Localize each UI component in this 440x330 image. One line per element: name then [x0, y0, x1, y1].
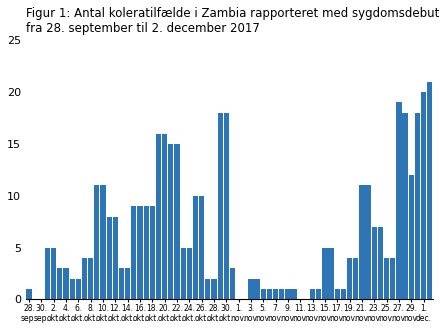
Bar: [76, 279, 81, 300]
Bar: [143, 206, 149, 300]
Bar: [372, 227, 377, 300]
Bar: [26, 289, 32, 300]
Bar: [57, 268, 62, 300]
Bar: [316, 289, 321, 300]
Bar: [193, 196, 198, 300]
Bar: [310, 289, 315, 300]
Bar: [341, 289, 346, 300]
Bar: [211, 279, 216, 300]
Bar: [359, 185, 364, 300]
Bar: [199, 196, 204, 300]
Bar: [384, 258, 389, 300]
Bar: [353, 258, 358, 300]
Bar: [217, 113, 223, 300]
Bar: [254, 279, 260, 300]
Bar: [366, 185, 370, 300]
Bar: [156, 134, 161, 300]
Bar: [131, 206, 136, 300]
Bar: [45, 248, 50, 300]
Bar: [94, 185, 99, 300]
Bar: [119, 268, 124, 300]
Bar: [335, 289, 340, 300]
Bar: [291, 289, 297, 300]
Bar: [390, 258, 396, 300]
Bar: [180, 248, 186, 300]
Bar: [260, 289, 266, 300]
Bar: [427, 82, 433, 300]
Bar: [347, 258, 352, 300]
Bar: [409, 175, 414, 300]
Bar: [113, 216, 118, 300]
Bar: [403, 113, 408, 300]
Bar: [421, 92, 426, 300]
Bar: [88, 258, 93, 300]
Bar: [267, 289, 272, 300]
Bar: [100, 185, 106, 300]
Bar: [378, 227, 383, 300]
Bar: [224, 113, 229, 300]
Bar: [51, 248, 56, 300]
Bar: [396, 103, 402, 300]
Bar: [323, 248, 327, 300]
Bar: [137, 206, 143, 300]
Bar: [273, 289, 278, 300]
Bar: [174, 144, 180, 300]
Bar: [230, 268, 235, 300]
Bar: [125, 268, 130, 300]
Bar: [106, 216, 112, 300]
Bar: [150, 206, 155, 300]
Bar: [162, 134, 167, 300]
Bar: [168, 144, 173, 300]
Bar: [63, 268, 69, 300]
Text: Figur 1: Antal koleratilfælde i Zambia rapporteret med sygdomsdebut
fra 28. sept: Figur 1: Antal koleratilfælde i Zambia r…: [26, 7, 439, 35]
Bar: [248, 279, 253, 300]
Bar: [187, 248, 192, 300]
Bar: [82, 258, 87, 300]
Bar: [285, 289, 290, 300]
Bar: [279, 289, 284, 300]
Bar: [205, 279, 210, 300]
Bar: [329, 248, 334, 300]
Bar: [70, 279, 75, 300]
Bar: [415, 113, 420, 300]
